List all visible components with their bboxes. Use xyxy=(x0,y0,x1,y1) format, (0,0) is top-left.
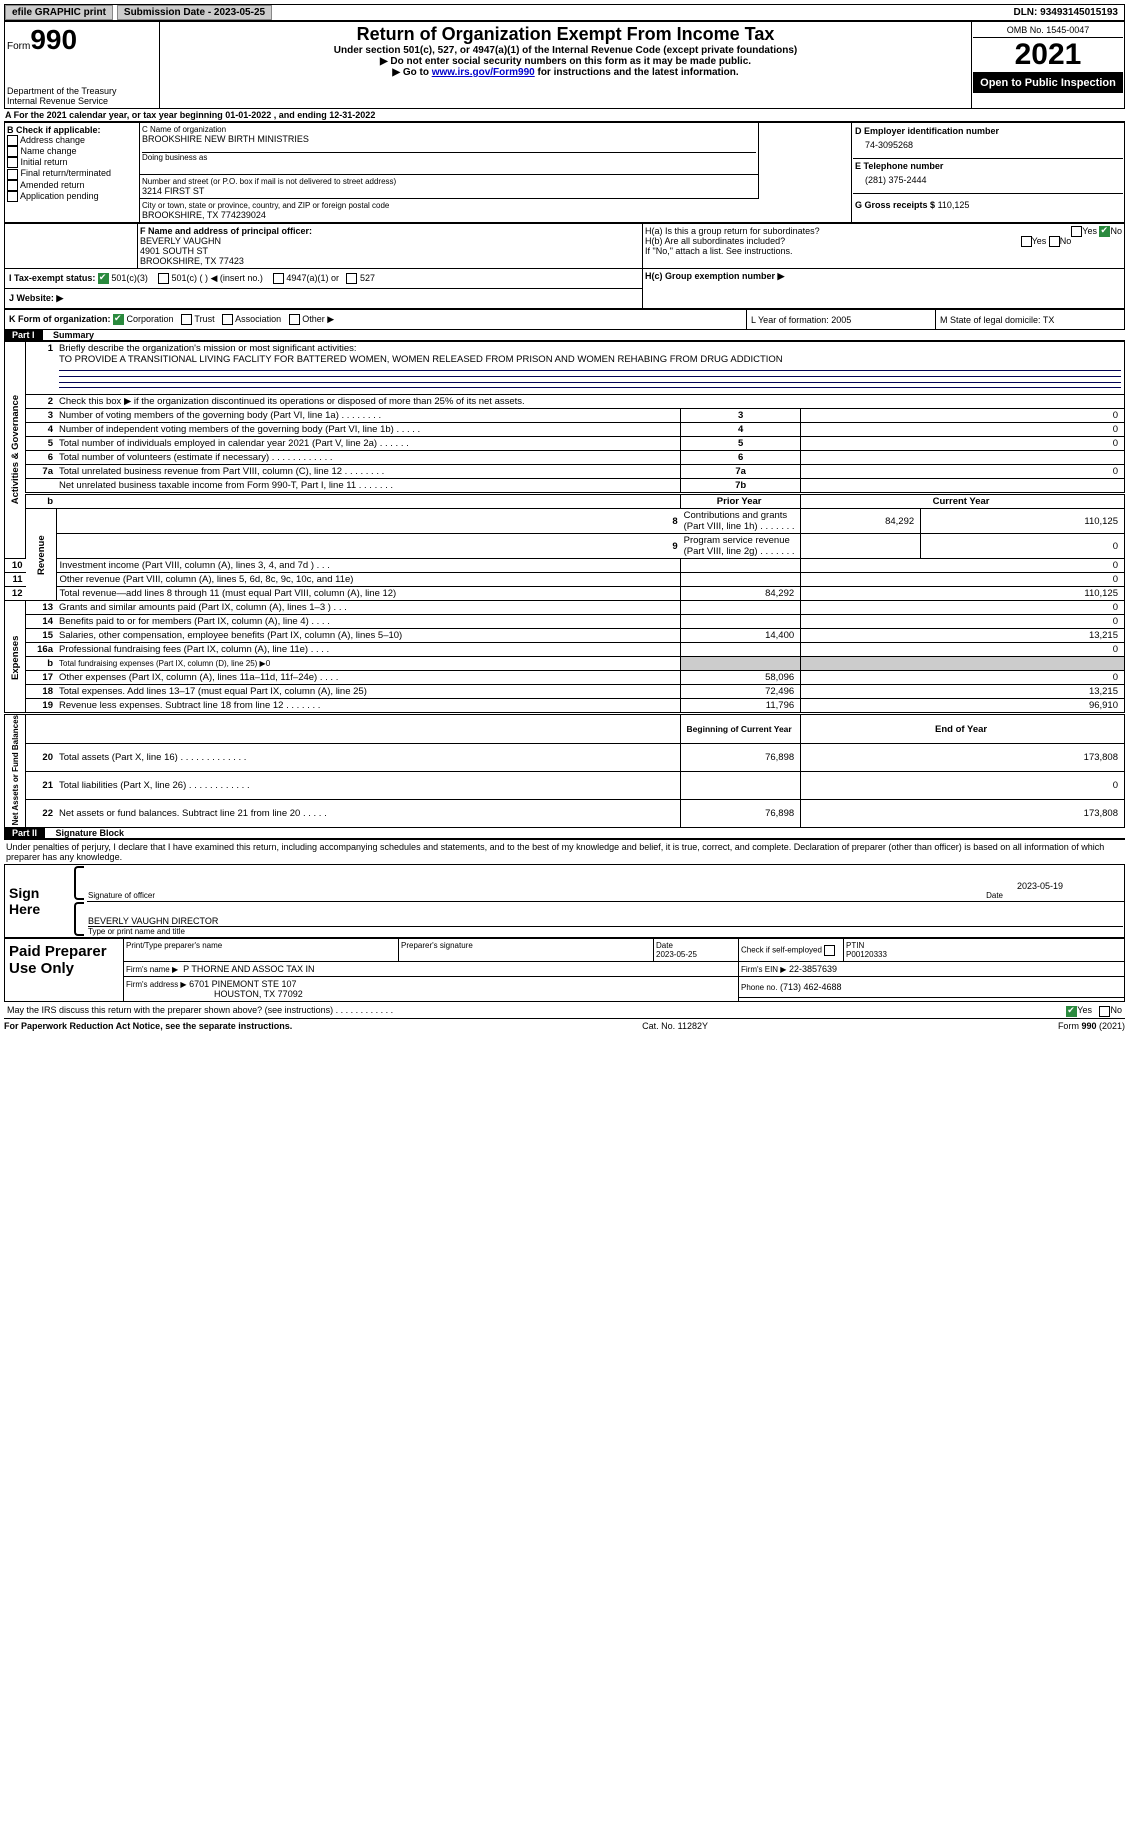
city-label: City or town, state or province, country… xyxy=(142,201,849,210)
tax-year: 2021 xyxy=(973,38,1123,73)
chk-name-change[interactable]: Name change xyxy=(7,146,137,157)
h-c: H(c) Group exemption number ▶ xyxy=(643,269,1125,309)
klm-block: K Form of organization: Corporation Trus… xyxy=(4,309,1125,330)
e-label: E Telephone number xyxy=(853,158,1123,173)
j-website: J Website: ▶ xyxy=(9,293,63,303)
preparer-block: Paid Preparer Use Only Print/Type prepar… xyxy=(4,938,1125,1002)
form-word: Form xyxy=(7,41,30,52)
h-b2: If "No," attach a list. See instructions… xyxy=(645,246,1122,256)
preparer-name-lbl: Print/Type preparer's name xyxy=(124,939,399,962)
line-a: A For the 2021 calendar year, or tax yea… xyxy=(4,109,1125,122)
omb-number: OMB No. 1545-0047 xyxy=(973,23,1123,38)
phone: (281) 375-2444 xyxy=(853,173,1123,193)
officer-addr2: BROOKSHIRE, TX 77423 xyxy=(140,256,640,266)
h-b: H(b) Are all subordinates included? Yes … xyxy=(645,236,1122,246)
chk-final-return[interactable]: Final return/terminated xyxy=(7,168,137,179)
chk-501c3[interactable]: 501(c)(3) xyxy=(98,273,148,283)
k-label: K Form of organization: xyxy=(9,314,111,324)
discuss-no[interactable] xyxy=(1099,1006,1110,1017)
paid-preparer-label: Paid Preparer Use Only xyxy=(5,939,124,1002)
f-label: F Name and address of principal officer: xyxy=(140,226,640,236)
addr-label: Number and street (or P.O. box if mail i… xyxy=(142,177,756,186)
part1-header: Part I Summary xyxy=(4,330,1125,340)
m-state: M State of legal domicile: TX xyxy=(936,310,1125,330)
chk-corp[interactable]: Corporation xyxy=(113,314,174,324)
form-header: Form990 Department of the Treasury Inter… xyxy=(4,21,1125,109)
h-a: H(a) Is this a group return for subordin… xyxy=(645,226,1122,236)
q2: Check this box ▶ if the organization dis… xyxy=(56,395,1125,409)
vlabel-revenue: Revenue xyxy=(26,509,57,601)
preparer-sig-lbl: Preparer's signature xyxy=(399,939,654,962)
c-name-label: C Name of organization xyxy=(142,125,756,134)
dln: DLN: 93493145015193 xyxy=(1013,7,1124,18)
chk-app-pending[interactable]: Application pending xyxy=(7,191,137,202)
i-label: I Tax-exempt status: xyxy=(9,273,95,283)
irs-link[interactable]: www.irs.gov/Form990 xyxy=(432,67,535,78)
sign-block: Sign Here 2023-05-19 Signature of office… xyxy=(4,864,1125,938)
street-addr: 3214 FIRST ST xyxy=(142,186,756,196)
officer-name: BEVERLY VAUGHN xyxy=(140,236,640,246)
vlabel-activities: Activities & Governance xyxy=(5,341,26,558)
subtitle3: ▶ Go to www.irs.gov/Form990 for instruct… xyxy=(162,67,969,78)
fhij-block: F Name and address of principal officer:… xyxy=(4,223,1125,309)
chk-initial-return[interactable]: Initial return xyxy=(7,157,137,168)
subtitle2: ▶ Do not enter social security numbers o… xyxy=(162,56,969,67)
part2-header: Part II Signature Block xyxy=(4,828,1125,838)
chk-trust[interactable]: Trust xyxy=(181,314,215,324)
ein: 74-3095268 xyxy=(853,138,1123,158)
org-name: BROOKSHIRE NEW BIRTH MINISTRIES xyxy=(142,134,756,144)
chk-527[interactable]: 527 xyxy=(346,273,375,283)
b-label: B Check if applicable: xyxy=(7,125,137,135)
officer-addr1: 4901 SOUTH ST xyxy=(140,246,640,256)
open-inspection: Open to Public Inspection xyxy=(973,73,1123,93)
subtitle1: Under section 501(c), 527, or 4947(a)(1)… xyxy=(162,45,969,56)
chk-amended[interactable]: Amended return xyxy=(7,180,137,191)
submission-date: Submission Date - 2023-05-25 xyxy=(117,5,272,20)
city-state-zip: BROOKSHIRE, TX 774239024 xyxy=(142,210,849,220)
q1: Briefly describe the organization's miss… xyxy=(59,343,357,354)
vlabel-netassets: Net Assets or Fund Balances xyxy=(5,714,26,828)
mission: TO PROVIDE A TRANSITIONAL LIVING FACLITY… xyxy=(59,354,783,365)
officer-print-name: BEVERLY VAUGHN DIRECTOR xyxy=(88,916,1123,926)
sign-here-label: Sign Here xyxy=(5,865,74,938)
typeprint-label: Type or print name and title xyxy=(88,926,1123,936)
dept-treasury: Department of the Treasury xyxy=(7,86,157,96)
form-number: 990 xyxy=(30,24,77,55)
declaration: Under penalties of perjury, I declare th… xyxy=(4,838,1125,864)
chk-501c[interactable]: 501(c) ( ) ◀ (insert no.) xyxy=(158,273,263,283)
chk-address-change[interactable]: Address change xyxy=(7,135,137,146)
discuss-line: May the IRS discuss this return with the… xyxy=(4,1002,1125,1019)
chk-4947[interactable]: 4947(a)(1) or xyxy=(273,273,339,283)
sig-date: 2023-05-19 xyxy=(1017,881,1123,891)
footer: For Paperwork Reduction Act Notice, see … xyxy=(4,1021,1125,1031)
topbar: efile GRAPHIC print Submission Date - 20… xyxy=(4,4,1125,21)
dba-label: Doing business as xyxy=(142,152,756,162)
vlabel-expenses: Expenses xyxy=(5,601,26,714)
chk-other[interactable]: Other ▶ xyxy=(289,314,334,324)
chk-assoc[interactable]: Association xyxy=(222,314,281,324)
summary-table: Activities & Governance 1 Briefly descri… xyxy=(4,340,1125,828)
g-gross: G Gross receipts $ 110,125 xyxy=(853,193,1123,216)
irs-label: Internal Revenue Service xyxy=(7,96,157,106)
discuss-yes[interactable] xyxy=(1066,1006,1077,1017)
form-title: Return of Organization Exempt From Incom… xyxy=(162,24,969,45)
l-year: L Year of formation: 2005 xyxy=(747,310,936,330)
d-label: D Employer identification number xyxy=(853,124,1123,138)
info-block: B Check if applicable: Address change Na… xyxy=(4,122,1125,223)
efile-print-btn[interactable]: efile GRAPHIC print xyxy=(5,5,113,20)
